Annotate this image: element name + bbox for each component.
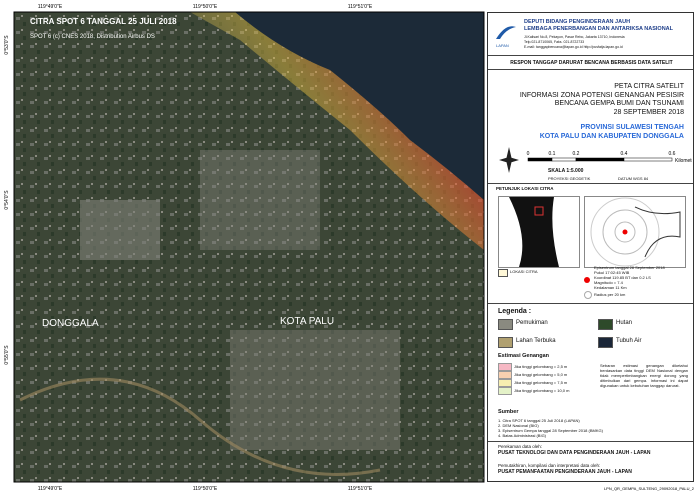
legend-swatch [598, 337, 613, 348]
inundation-swatch [498, 371, 512, 379]
lon-label: 119°50'0"E [193, 486, 218, 492]
epicenter-line: Magnitudo = 7.4 [594, 280, 623, 285]
inundation-label: Jika tinggi gelombang = 7,5 m [514, 380, 568, 385]
inundation-label: Jika tinggi gelombang = 5,0 m [514, 372, 568, 377]
road [19, 377, 381, 476]
legend-swatch [498, 319, 513, 330]
lon-label: 119°51'0"E [348, 486, 373, 492]
inundation-legend: Jika tinggi gelombang = 2,5 m Jika tinggi… [498, 363, 593, 403]
info-panel: LAPAN DEPUTI BIDANG PENGINDERAAN JAUH LE… [487, 12, 694, 482]
settlement [200, 150, 320, 250]
legend-title: Legenda : [498, 308, 532, 315]
inset-map [498, 196, 580, 268]
title-line: 28 SEPTEMBER 2018 [613, 108, 684, 116]
inundation-swatch [498, 387, 512, 395]
legend-swatch [598, 319, 613, 330]
inundation-note: Sebaran estimasi genangan diketahui berd… [600, 363, 688, 388]
lat-label: 0°54'0"S [4, 190, 10, 210]
scale-unit: Kilometer [675, 158, 692, 164]
datum: DATUM WGS 84 [618, 176, 649, 181]
radius-symbol [584, 291, 592, 299]
settlement [80, 200, 160, 260]
inundation-swatch [498, 379, 512, 387]
credit-label: Pemutakhiran, kompilasi dan interpretasi… [498, 463, 601, 468]
credit: PUSAT PEMANFAATAN PENGINDERAAN JAUH - LA… [498, 469, 632, 475]
footer-code: LPN_QR_GEMPA_SULTENG_29092018_PALU_2 [603, 486, 694, 491]
projection: PROYEKSI GEODETIK [548, 176, 591, 181]
scale-segment [575, 157, 625, 162]
scale-tick: 0.6 [669, 151, 676, 157]
title-line: INFORMASI ZONA POTENSI GENANGAN PESISIR [519, 91, 684, 99]
scale-segment [551, 157, 577, 162]
source-item: 4. Batas Administrasi (BIG) [498, 433, 547, 438]
lapan-logo [496, 26, 516, 39]
location-title: PETUNJUK LOKASI CITRA [496, 186, 554, 191]
source-item: 2. DEM Nasional (BIG) [498, 423, 539, 428]
inundation-title: Estimasi Genangan [498, 353, 550, 359]
credit-label: Perekaman data oleh: [498, 444, 543, 449]
lon-label: 119°51'0"E [348, 4, 373, 10]
lon-label: 119°49'0"E [38, 4, 63, 10]
epicenter-symbol [584, 277, 590, 283]
program: RESPON TANGGAP DARURAT BENCANA BERBASIS … [510, 60, 673, 66]
place-label: KOTA PALU [280, 316, 334, 327]
logo-text: LAPAN [496, 43, 509, 48]
map-frame [13, 11, 485, 483]
legend-label: Lahan Terbuka [516, 338, 556, 344]
source-item: 1. Citra SPOT 6 tanggal 25 Juli 2018 (LA… [498, 418, 580, 423]
epicenter-line: Pukul 17:02:45 WIB [594, 270, 630, 275]
epicenter-line: Episentrum tanggal 28 September 2018 [594, 265, 665, 270]
credit: PUSAT TEKNOLOGI DAN DATA PENGINDERAAN JA… [498, 450, 651, 456]
scale-tick: 0.4 [621, 151, 628, 157]
title-line: PETA CITRA SATELIT [614, 83, 684, 90]
scale-ratio: SKALA 1:5.000 [548, 168, 584, 174]
epicenter-info: Episentrum tanggal 28 September 2018 Puku… [594, 265, 665, 290]
title-line: BENCANA GEMPA BUMI DAN TSUNAMI [554, 100, 684, 107]
scale-segment [527, 157, 553, 162]
scale-tick: 0.2 [573, 151, 580, 157]
region-line: PROVINSI SULAWESI TENGAH [580, 124, 684, 131]
source-item: 3. Episentrum Gempa tanggal 28 September… [498, 428, 603, 433]
inundation-label: Jika tinggi gelombang = 2,5 m [514, 364, 568, 369]
epicenter-line: Koordinat 119.85 BT dan 0.2 LS [594, 275, 651, 280]
sources-title: Sumber [498, 409, 519, 415]
inundation-label: Jika tinggi gelombang = 10,0 m [514, 388, 570, 393]
email: E-mail: tanggapbencana@lapan.go.id http:… [524, 45, 623, 49]
agency: LEMBAGA PENERBANGAN DAN ANTARIKSA NASION… [524, 26, 674, 32]
legend-label: Pemukiman [516, 320, 548, 326]
legend-label: Tubuh Air [616, 338, 642, 344]
scale-tick: 0 [527, 151, 530, 157]
satellite-map: CITRA SPOT 6 TANGGAL 25 JULI 2018 SPOT 6… [4, 4, 485, 492]
scale-tick: 0.1 [549, 151, 556, 157]
scale-segment [623, 157, 673, 162]
legend: Pemukiman Hutan Lahan Terbuka Tubuh Air [488, 319, 695, 349]
lat-label: 0°55'0"S [4, 345, 10, 365]
epicenter-line: Kedalaman 11 Km [594, 285, 627, 290]
title-block: PETA CITRA SATELIT INFORMASI ZONA POTENSI… [488, 83, 684, 117]
inundation-swatch [498, 363, 512, 371]
sources: 1. Citra SPOT 6 tanggal 25 Juli 2018 (LA… [498, 418, 603, 438]
inset-map [584, 196, 686, 268]
lat-label: 0°53'0"S [4, 35, 10, 55]
legend-label: Hutan [616, 320, 633, 326]
place-label: DONGGALA [42, 318, 99, 329]
lon-label: 119°49'0"E [38, 486, 63, 492]
location-label: LOKASI CITRA [510, 269, 538, 274]
agency: DEPUTI BIDANG PENGINDERAAN JAUH [524, 19, 631, 25]
address: Jl.Kalisari No.8, Pekayon, Pasar Rebo, J… [524, 35, 625, 39]
map-copyright: SPOT 6 (c) CNES 2018, Distribution Airbu… [30, 34, 155, 40]
map-caption: CITRA SPOT 6 TANGGAL 25 JULI 2018 [30, 17, 177, 26]
north-arrow [499, 147, 519, 173]
settlement [230, 330, 400, 450]
radius-label: Radius per 20 km [594, 292, 626, 297]
lon-label: 119°50'0"E [193, 4, 218, 10]
location-swatch [498, 269, 508, 277]
region-block: PROVINSI SULAWESI TENGAH KOTA PALU DAN KA… [488, 123, 684, 141]
region-line: KOTA PALU DAN KABUPATEN DONGGALA [539, 133, 684, 140]
legend-swatch [498, 337, 513, 348]
sea [235, 12, 484, 200]
scale-bar: 0 0.1 0.2 0.4 0.6Kilometer [527, 151, 692, 164]
contact: Telp.021-8710065, Faks. 021-8722733 [524, 40, 585, 44]
